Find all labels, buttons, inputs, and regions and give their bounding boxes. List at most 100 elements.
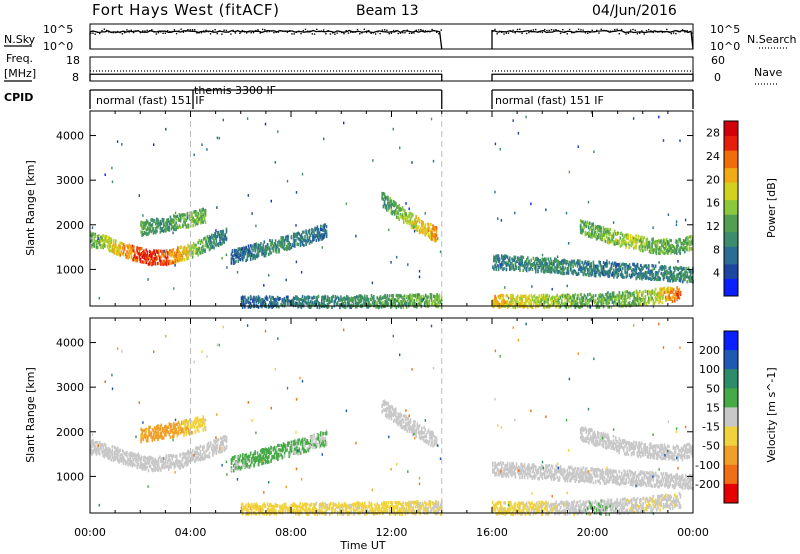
range-gate-cell <box>658 248 660 252</box>
range-gate-cell <box>296 232 298 236</box>
nsearch-dot <box>203 30 205 32</box>
range-gate-cell <box>165 259 168 263</box>
range-gate-cell <box>531 305 534 309</box>
range-gate-cell <box>601 270 604 274</box>
range-gate-cell <box>540 300 543 304</box>
range-gate-cell <box>665 250 668 254</box>
nsearch-dot <box>663 31 666 33</box>
range-gate-cell <box>549 266 552 271</box>
range-gate-cell <box>367 305 369 309</box>
range-gate-cell <box>197 220 200 224</box>
range-gate-cell <box>255 298 257 302</box>
range-gate-cell <box>198 246 201 250</box>
range-gate-cell <box>648 296 650 300</box>
range-gate-cell <box>111 245 114 249</box>
range-gate-cell <box>587 303 589 307</box>
range-gate-cell <box>318 302 321 306</box>
range-gate-cell <box>272 297 274 301</box>
range-gate-cell <box>206 242 209 246</box>
range-gate-cell <box>281 245 284 249</box>
range-gate-cell <box>114 242 117 246</box>
range-gate-cell <box>418 230 421 235</box>
range-gate-cell <box>244 303 246 307</box>
range-gate-cell <box>658 277 660 282</box>
nsearch-dot <box>142 30 144 32</box>
range-gate-cell <box>393 300 395 304</box>
range-gate-cell <box>200 215 202 219</box>
range-gate-cell <box>92 242 94 247</box>
range-gate-cell <box>415 227 417 231</box>
range-gate-cell <box>324 296 326 300</box>
range-gate-cell <box>685 246 687 250</box>
range-gate-cell <box>612 221 615 224</box>
nsearch-dot <box>379 32 381 35</box>
range-gate-cell <box>285 237 287 241</box>
range-gate-cell <box>614 273 616 277</box>
nsearch-dot <box>117 30 119 33</box>
range-gate-cell <box>679 274 682 278</box>
range-gate-cell <box>91 238 93 243</box>
nsearch-dot <box>313 33 316 35</box>
range-gate-cell <box>598 233 600 237</box>
range-gate-cell <box>617 269 620 273</box>
range-gate-cell <box>295 296 297 300</box>
range-gate-cell <box>668 279 670 283</box>
range-gate-cell <box>296 235 298 239</box>
range-gate-cell <box>316 296 319 300</box>
range-gate-cell <box>635 234 637 238</box>
range-gate-cell <box>520 296 522 300</box>
range-gate-cell <box>166 223 168 227</box>
range-gate-cell <box>676 244 678 248</box>
range-gate-cell <box>247 297 250 301</box>
range-gate-cell <box>580 265 582 269</box>
range-gate-cell <box>527 305 529 309</box>
range-gate-cell <box>428 299 430 303</box>
range-gate-cell <box>501 301 503 306</box>
range-gate-cell <box>497 259 500 263</box>
range-gate-cell <box>316 235 319 239</box>
range-gate-cell <box>645 238 648 242</box>
range-gate-cell <box>520 263 522 267</box>
range-gate-cell <box>91 233 93 237</box>
range-gate-cell <box>640 297 642 301</box>
range-gate-cell <box>596 305 598 310</box>
range-gate-cell <box>542 296 545 300</box>
range-gate-cell <box>316 305 319 309</box>
range-gate-cell <box>541 257 544 261</box>
range-gate-cell <box>586 220 589 225</box>
range-gate-cell <box>299 242 302 246</box>
range-gate-cell <box>196 222 199 226</box>
range-gate-cell <box>654 276 657 280</box>
range-gate-cell <box>547 269 549 273</box>
range-gate-cell <box>322 295 324 299</box>
range-gate-cell <box>218 235 221 239</box>
range-gate-cell <box>317 300 320 305</box>
range-gate-cell <box>601 237 603 241</box>
range-gate-cell <box>201 240 204 244</box>
range-gate-cell <box>581 231 583 235</box>
range-gate-cell <box>666 273 668 277</box>
range-gate-cell <box>151 226 154 230</box>
range-gate-cell <box>511 263 513 268</box>
range-gate-cell <box>637 236 640 240</box>
range-gate-cell <box>504 286 506 289</box>
range-gate-cell <box>625 245 627 249</box>
range-gate-cell <box>413 298 416 302</box>
range-gate-cell <box>249 305 252 309</box>
range-gate-cell <box>224 235 227 239</box>
range-gate-cell <box>585 296 588 300</box>
range-gate-cell <box>585 225 588 229</box>
range-gate-cell <box>147 262 150 266</box>
range-gate-cell <box>624 262 626 267</box>
range-gate-cell <box>579 225 582 229</box>
range-gate-cell <box>248 305 251 309</box>
range-gate-cell <box>168 259 170 263</box>
range-gate-cell <box>292 235 295 239</box>
range-gate-cell <box>103 238 106 243</box>
range-gate-cell <box>379 296 382 300</box>
range-gate-cell <box>602 233 605 237</box>
range-gate-cell <box>407 263 409 266</box>
range-gate-cell <box>251 247 253 251</box>
range-gate-cell <box>231 257 234 261</box>
range-gate-cell <box>656 241 659 245</box>
